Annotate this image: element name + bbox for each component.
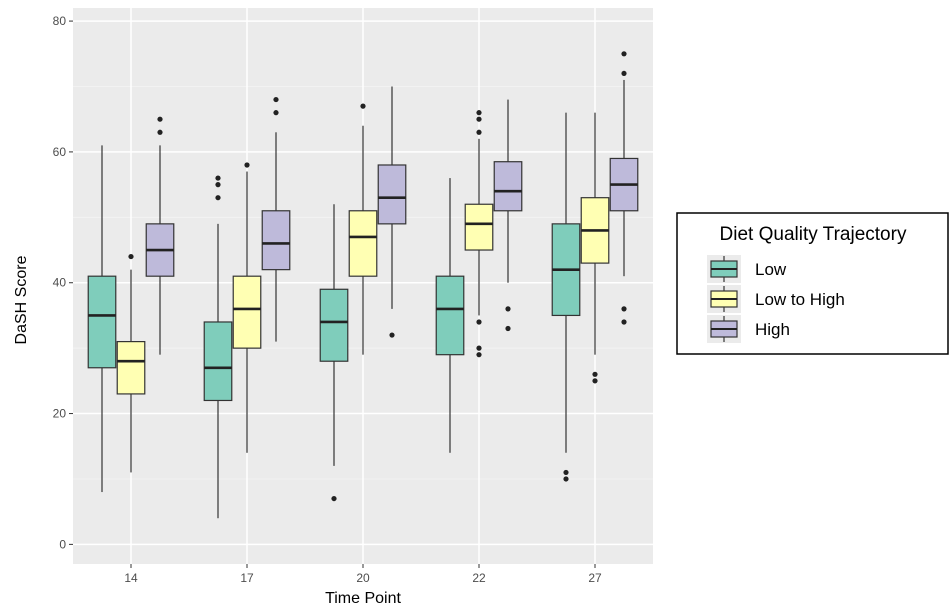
- box-low-to-high: [464, 110, 494, 358]
- y-tick-label: 0: [59, 537, 66, 551]
- y-axis: 0 20 40 60 80: [53, 14, 73, 551]
- outlier-point: [273, 96, 279, 103]
- outlier-point: [621, 319, 627, 325]
- box-body: [232, 275, 262, 349]
- x-tick-label: 14: [124, 571, 138, 585]
- legend: Diet Quality Trajectory Low Low to High Hi…: [676, 212, 949, 355]
- box-high: [377, 86, 407, 338]
- box-low: [87, 145, 117, 493]
- outlier-point: [563, 469, 569, 476]
- box-body: [493, 161, 523, 212]
- box-high: [261, 96, 291, 342]
- outlier-point: [505, 325, 511, 332]
- legend-item: Low: [707, 255, 787, 283]
- outlier-point: [476, 129, 482, 135]
- outlier-point: [476, 319, 482, 325]
- box-high: [145, 116, 175, 355]
- x-tick-label: 20: [356, 571, 370, 585]
- box-low-to-high: [232, 162, 262, 453]
- box-low-to-high: [580, 112, 610, 384]
- box-body: [464, 203, 494, 251]
- box-low-to-high: [348, 103, 378, 355]
- box-low: [435, 178, 465, 453]
- legend-item: Low to High: [707, 285, 845, 313]
- y-tick-label: 40: [53, 276, 67, 290]
- outlier-point: [128, 253, 134, 260]
- y-axis-title: DaSH Score: [13, 255, 30, 344]
- outlier-point: [157, 129, 163, 135]
- box-low: [551, 112, 581, 482]
- legend-items: Low Low to High High: [707, 255, 845, 343]
- x-tick-label: 27: [588, 571, 602, 585]
- outlier-point: [244, 162, 250, 168]
- x-axis: 14 17 20 22 27: [124, 564, 602, 585]
- outlier-point: [476, 110, 482, 116]
- outlier-point: [621, 306, 627, 312]
- y-tick-label: 20: [53, 407, 67, 421]
- legend-label: Low to High: [755, 290, 845, 309]
- outlier-point: [621, 51, 627, 57]
- box-body: [116, 341, 146, 395]
- outlier-point: [476, 352, 482, 358]
- box-series: [87, 51, 639, 519]
- outlier-point: [215, 195, 221, 201]
- y-tick-label: 80: [53, 14, 67, 28]
- outlier-point: [476, 116, 482, 122]
- outlier-point: [621, 70, 627, 77]
- outlier-point: [157, 116, 163, 122]
- y-tick-label: 60: [53, 145, 67, 159]
- box-low: [203, 175, 233, 519]
- box-body: [348, 210, 378, 277]
- outlier-point: [592, 371, 598, 377]
- outlier-point: [360, 103, 366, 109]
- outlier-point: [476, 345, 482, 351]
- box-body: [319, 288, 349, 362]
- outlier-point: [592, 378, 598, 384]
- box-high: [493, 99, 523, 332]
- legend-label: High: [755, 320, 790, 339]
- box-body: [261, 210, 291, 271]
- box-high: [609, 51, 639, 325]
- x-axis-title: Time Point: [325, 590, 401, 606]
- outlier-point: [215, 175, 221, 181]
- outlier-point: [563, 476, 569, 482]
- box-low-to-high: [116, 253, 146, 473]
- outlier-point: [331, 495, 337, 502]
- legend-label: Low: [755, 260, 787, 279]
- box-body: [377, 164, 407, 225]
- box-body: [435, 275, 465, 356]
- x-tick-label: 22: [472, 571, 486, 585]
- x-tick-label: 17: [240, 571, 254, 585]
- outlier-point: [273, 110, 279, 116]
- legend-title: Diet Quality Trajectory: [720, 224, 907, 245]
- outlier-point: [389, 332, 395, 338]
- outlier-point: [505, 306, 511, 312]
- box-body: [203, 321, 233, 402]
- box-body: [87, 275, 117, 369]
- box-low: [319, 204, 349, 502]
- outlier-point: [215, 182, 221, 188]
- legend-item: High: [707, 315, 790, 343]
